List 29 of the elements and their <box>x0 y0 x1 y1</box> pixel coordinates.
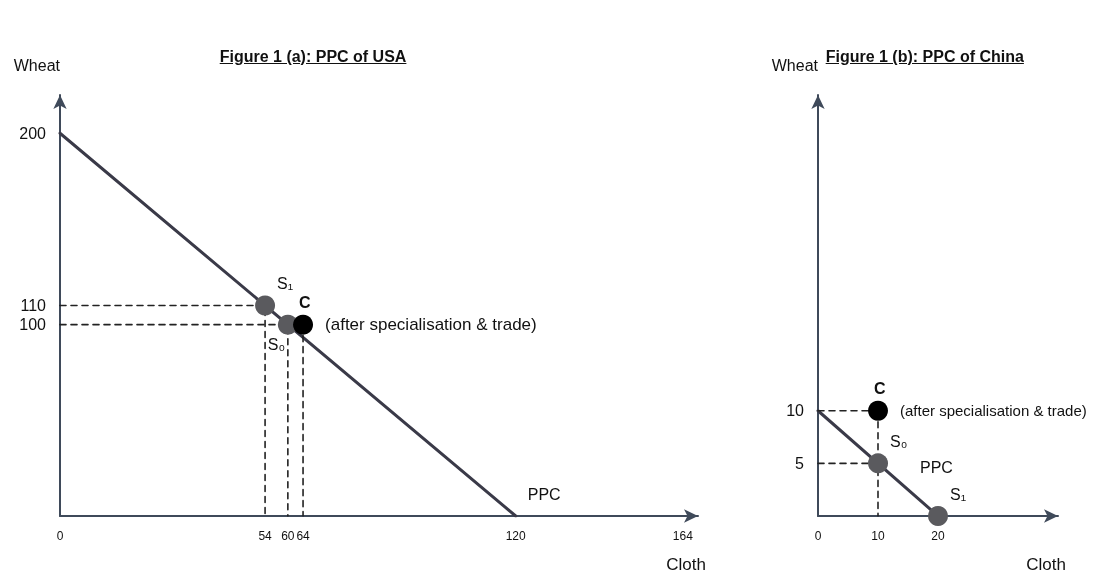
annotation: PPC <box>919 459 953 477</box>
x-axis-title: Cloth <box>666 555 706 574</box>
x-tick-label: 0 <box>56 529 64 543</box>
y-axis-title: Wheat <box>771 56 819 74</box>
y-tick-label: 100 <box>19 316 47 334</box>
annotation: S₁ <box>277 275 294 292</box>
annotation: C <box>873 380 886 398</box>
annotation: (after specialisation & trade) <box>899 402 1087 420</box>
annotation: S₁ <box>949 485 966 503</box>
chart-title: Figure 1 (b): PPC of China <box>825 48 1024 66</box>
annotation: (after specialisation & trade) <box>325 315 537 335</box>
y-tick-label: 5 <box>794 454 804 472</box>
x-tick-label: 164 <box>672 529 694 543</box>
y-axis-title: Wheat <box>13 56 61 74</box>
x-axis-title: Cloth <box>1025 555 1066 574</box>
annotation: PPC <box>527 485 561 503</box>
x-tick-label: 20 <box>930 529 945 543</box>
chart-title: Figure 1 (a): PPC of USA <box>219 48 407 66</box>
x-tick-label: 0 <box>814 529 822 543</box>
x-tick-label: 10 <box>870 529 885 543</box>
y-tick-label: 110 <box>20 297 47 314</box>
annotation: S₀ <box>889 432 907 450</box>
x-tick-label: 120 <box>505 529 527 543</box>
x-tick-label: 60 <box>281 529 295 543</box>
y-tick-label: 200 <box>19 124 47 142</box>
x-tick-label: 64 <box>296 529 311 543</box>
annotation: S₀ <box>267 336 286 354</box>
x-tick-label: 54 <box>258 529 273 543</box>
annotation: C <box>299 294 312 312</box>
